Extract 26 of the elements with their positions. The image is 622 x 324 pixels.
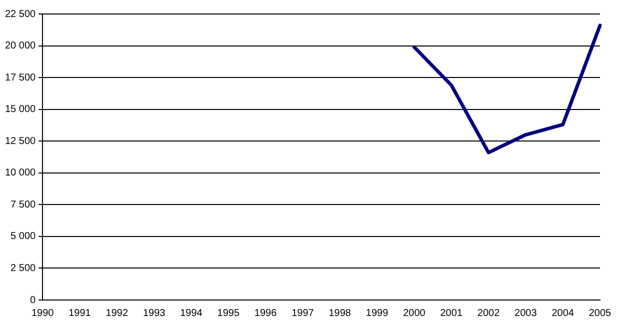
x-tick-label: 2005 bbox=[588, 308, 612, 319]
x-tick-label: 1996 bbox=[254, 308, 278, 319]
x-tick-label: 1998 bbox=[328, 308, 352, 319]
y-tick-label: 7 500 bbox=[10, 199, 36, 210]
x-tick-label: 1990 bbox=[31, 308, 54, 319]
y-tick-label: 12 500 bbox=[4, 136, 36, 147]
x-tick-label: 1991 bbox=[68, 308, 92, 319]
y-tick-label: 17 500 bbox=[4, 72, 36, 84]
x-tick-label: 2002 bbox=[477, 308, 500, 319]
y-tick-label: 10 000 bbox=[4, 168, 36, 179]
x-tick-label: 1999 bbox=[366, 308, 389, 319]
x-tick-label: 1994 bbox=[180, 308, 203, 319]
x-tick-label: 2004 bbox=[552, 308, 574, 319]
y-tick-label: 5 000 bbox=[10, 231, 36, 242]
x-tick-label: 2003 bbox=[514, 308, 538, 319]
x-tick-label: 1993 bbox=[142, 308, 166, 319]
x-tick-label: 2001 bbox=[440, 308, 463, 319]
x-tick-label: 2000 bbox=[403, 308, 426, 319]
y-tick-label: 2 500 bbox=[10, 262, 36, 274]
x-tick-label: 1992 bbox=[106, 308, 128, 319]
x-tick-label: 1995 bbox=[217, 308, 240, 319]
x-tick-label: 1997 bbox=[292, 308, 314, 319]
y-tick-label: 0 bbox=[30, 294, 36, 306]
y-tick-label: 20 000 bbox=[4, 40, 36, 52]
y-tick-label: 22 500 bbox=[4, 8, 36, 20]
y-tick-label: 15 000 bbox=[4, 104, 36, 116]
